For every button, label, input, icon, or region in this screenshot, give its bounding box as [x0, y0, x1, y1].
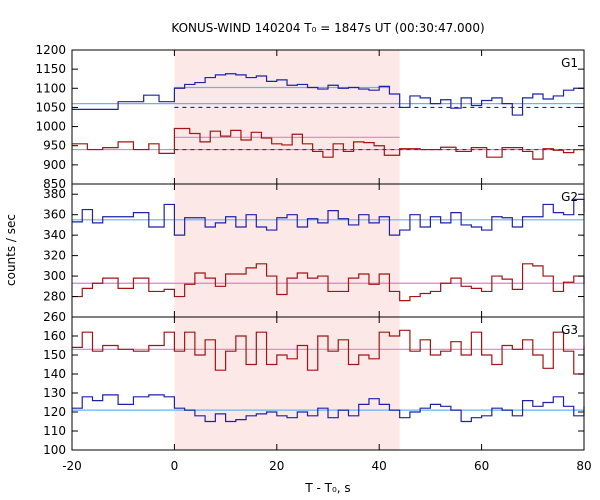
panel-label: G3 [561, 323, 578, 337]
x-tick-label: 20 [269, 459, 284, 473]
y-tick-label: 320 [43, 249, 66, 263]
panel-g1: 850 900 950 1000 1050 1100 1150 1200 G1 [35, 43, 585, 191]
y-axis-title: counts / sec [4, 214, 18, 286]
series-line-blue [72, 73, 584, 116]
y-tick-label: 1150 [35, 62, 66, 76]
y-tick-label: 130 [43, 386, 66, 400]
panel-frame [71, 316, 585, 451]
y-tick-label: 150 [43, 348, 66, 362]
y-tick-label: 260 [43, 310, 66, 324]
y-tick-label: 360 [43, 208, 66, 222]
y-tick-label: 1100 [35, 81, 66, 95]
panel-label: G2 [561, 190, 578, 204]
y-tick-label: 120 [43, 405, 66, 419]
y-tick-label: 280 [43, 290, 66, 304]
series-line-red [72, 329, 585, 375]
y-tick-label: 380 [43, 187, 66, 201]
x-axis-title: T - T₀, s [304, 481, 350, 495]
y-tick-label: 300 [43, 269, 66, 283]
plot-area: 85090095010001050110011501200G1260280300… [35, 43, 591, 473]
series-line-blue [72, 198, 585, 236]
panel-label: G1 [561, 56, 578, 70]
y-tick-label: 340 [43, 228, 66, 242]
y-tick-label: 1200 [35, 43, 66, 57]
x-tick-label: 60 [474, 459, 489, 473]
series-line-red [72, 263, 585, 302]
burst-interval-shade [174, 50, 400, 450]
series-line-blue [72, 394, 585, 423]
y-tick-label: 900 [43, 158, 66, 172]
x-tick-label: 0 [171, 459, 179, 473]
y-tick-label: 1000 [35, 120, 66, 134]
panel-g3: 100 110 120 130 140 150 160 G3 [43, 316, 585, 457]
x-tick-label: 80 [576, 459, 591, 473]
y-tick-label: 1050 [35, 100, 66, 114]
y-tick-label: 140 [43, 367, 66, 381]
y-tick-label: 100 [43, 443, 66, 457]
y-tick-label: 950 [43, 139, 66, 153]
y-tick-label: 160 [43, 329, 66, 343]
y-tick-label: 110 [43, 424, 66, 438]
y-tick-label: 850 [43, 177, 66, 191]
x-tick-label: 40 [372, 459, 387, 473]
series-line-red [72, 127, 585, 160]
chart-title: KONUS-WIND 140204 T₀ = 1847s UT (00:30:4… [171, 21, 484, 35]
x-tick-label: -20 [62, 459, 82, 473]
